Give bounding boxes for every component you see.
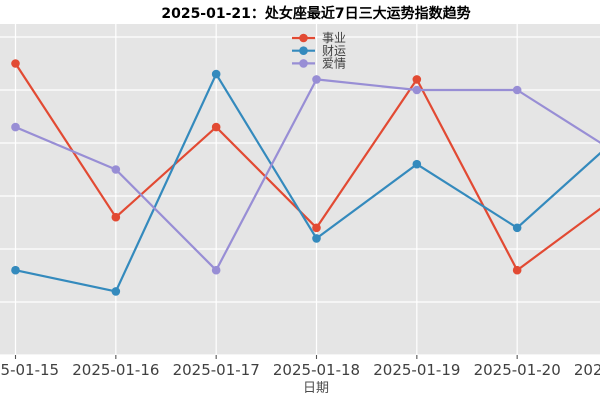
chart-title: 2025-01-21：处女座最近7日三大运势指数趋势: [161, 5, 470, 22]
data-point: [412, 75, 422, 84]
x-tick-label: 2025-01-15: [0, 361, 59, 379]
data-point: [412, 85, 422, 95]
x-tick-label: 2025-01-19: [373, 361, 460, 379]
plot-area: [0, 24, 600, 355]
legend-marker-dot: [299, 33, 308, 43]
x-tick-label: 2025-01-17: [173, 361, 260, 379]
data-point: [412, 159, 422, 169]
series-lines: [11, 59, 600, 296]
legend-label: 事业: [322, 31, 346, 45]
data-point: [11, 265, 20, 275]
x-axis-tick-labels: 2025-01-15 2025-01-16 2025-01-17 2025-01-18…: [0, 361, 600, 379]
data-point: [111, 287, 121, 296]
data-point: [512, 85, 522, 95]
x-tick-label: 2025-01-18: [273, 361, 360, 379]
legend-label: 财运: [322, 44, 346, 58]
legend-marker-dot: [299, 59, 308, 68]
data-point: [211, 69, 221, 79]
legend-label: 爱情: [322, 57, 346, 71]
data-point: [312, 75, 321, 84]
x-tick-label: 2025-01-16: [72, 361, 159, 379]
data-point: [512, 265, 522, 275]
data-point: [312, 234, 321, 243]
x-axis-label: 日期: [303, 381, 329, 396]
x-axis-tick-marks: [14, 355, 518, 359]
data-point: [312, 223, 321, 233]
data-point: [111, 165, 121, 174]
data-point: [211, 122, 221, 132]
data-point: [11, 122, 20, 132]
data-point: [211, 265, 221, 275]
data-point: [11, 59, 20, 68]
data-point: [512, 223, 522, 233]
legend-marker-dot: [299, 46, 308, 55]
x-tick-label: 2025-01-20: [474, 361, 561, 379]
data-point: [111, 212, 121, 222]
x-tick-label: 2025-01-21: [574, 361, 600, 379]
